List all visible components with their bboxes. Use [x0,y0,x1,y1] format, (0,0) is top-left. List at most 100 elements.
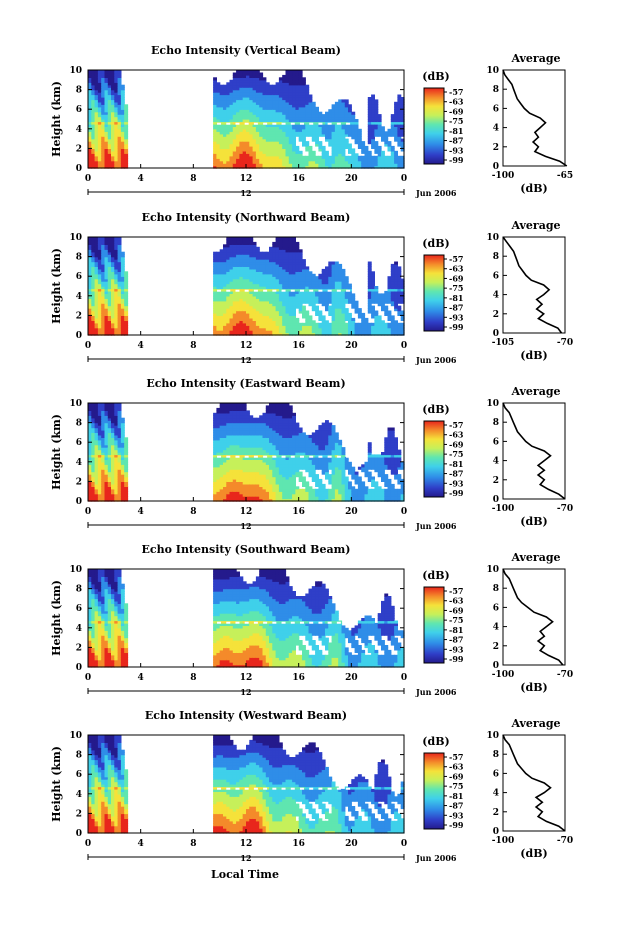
heatmap-cell [265,109,270,113]
heatmap-cell [367,119,372,123]
heatmap-cell [321,165,326,169]
heatmap-cell [104,286,109,290]
heatmap-cell [216,317,221,321]
heatmap-cell [341,330,346,334]
heatmap-cell [120,111,125,115]
heatmap-cell [226,305,231,309]
heatmap-cell [361,327,366,331]
heatmap-cell [348,133,352,137]
heatmap-cell [325,165,329,169]
heatmap-cell [97,150,102,154]
heatmap-cell [94,141,99,145]
heatmap-cell [114,145,119,149]
heatmap-cell [120,101,125,105]
heatmap-cell [377,322,382,326]
heatmap-cell [229,82,234,86]
heatmap-cell [88,312,92,316]
heatmap-cell [305,116,310,120]
heatmap-cell [91,158,96,162]
heatmap-cell [295,79,300,83]
heatmap-cell [262,290,267,294]
heatmap-cell [117,290,122,294]
heatmap-cell [97,141,102,145]
heatmap-cell [295,281,300,285]
heatmap-cell [249,237,254,241]
heatmap-cell [305,148,310,152]
heatmap-cell [219,153,224,157]
heatmap-cell [325,273,329,277]
heatmap-cell [213,153,217,157]
heatmap-cell [272,145,277,149]
heatmap-cell [262,317,267,321]
heatmap-cell [117,271,122,275]
heatmap-cell [120,143,125,147]
heatmap-cell [101,320,106,324]
heatmap-cell [328,308,333,312]
heatmap-cell [97,300,102,304]
heatmap-cell [101,165,106,169]
heatmap-cell [325,131,329,135]
profile-title: Average [510,52,560,65]
heatmap-cell [305,101,310,105]
heatmap-cell [387,160,392,164]
heatmap-cell [246,239,250,243]
heatmap-cell [101,286,106,290]
heatmap-cell [114,94,119,98]
heatmap-cell [242,114,247,118]
heatmap-cell [229,305,234,309]
heatmap-cell [111,84,115,88]
heatmap-cell [387,332,392,336]
heatmap-cell [91,295,96,299]
heatmap-cell [229,99,234,103]
heatmap-cell [259,97,264,101]
heatmap-cell [249,136,254,140]
heatmap-cell [308,276,313,280]
heatmap-cell [265,138,270,142]
heatmap-cell [114,104,119,108]
heatmap-cell [381,128,385,132]
heatmap-cell [117,305,122,309]
heatmap-cell [91,131,96,135]
heatmap-cell [292,141,296,145]
heatmap-cell [282,278,287,282]
heatmap-cell [384,165,389,169]
heatmap-cell [338,114,343,118]
heatmap-cell [278,278,283,282]
heatmap-cell [325,325,329,329]
heatmap-cell [272,254,277,258]
heatmap-cell [357,308,362,312]
heatmap-cell [255,84,260,88]
heatmap-cell [255,99,260,103]
heatmap-cell [305,141,310,145]
heatmap-cell [101,312,106,316]
heatmap-cell [265,281,270,285]
panel-1: Echo Intensity (Vertical Beam)0246810Hei… [50,44,573,198]
heatmap-cell [236,94,240,98]
heatmap-cell [97,94,102,98]
heatmap-cell [101,77,106,81]
heatmap-cell [292,308,296,312]
heatmap-cell [269,119,273,123]
heatmap-cell [229,290,234,294]
heatmap-cell [278,283,283,287]
heatmap-cell [104,278,109,282]
heatmap-cell [318,325,323,329]
heatmap-cell [252,133,257,137]
heatmap-cell [117,84,122,88]
heatmap-cell [275,244,280,248]
heatmap-cell [397,155,402,159]
heatmap-cell [292,114,296,118]
heatmap-cell [216,136,221,140]
heatmap-cell [390,288,395,292]
heatmap-cell [272,84,277,88]
heatmap-cell [111,276,115,280]
heatmap-cell [259,320,264,324]
heatmap-cell [94,70,99,74]
heatmap-cell [255,295,260,299]
heatmap-cell [374,99,379,103]
heatmap-cell [213,163,217,167]
heatmap-cell [114,92,119,96]
heatmap-cell [124,308,129,312]
heatmap-cell [107,150,112,154]
heatmap-cell [255,256,260,260]
